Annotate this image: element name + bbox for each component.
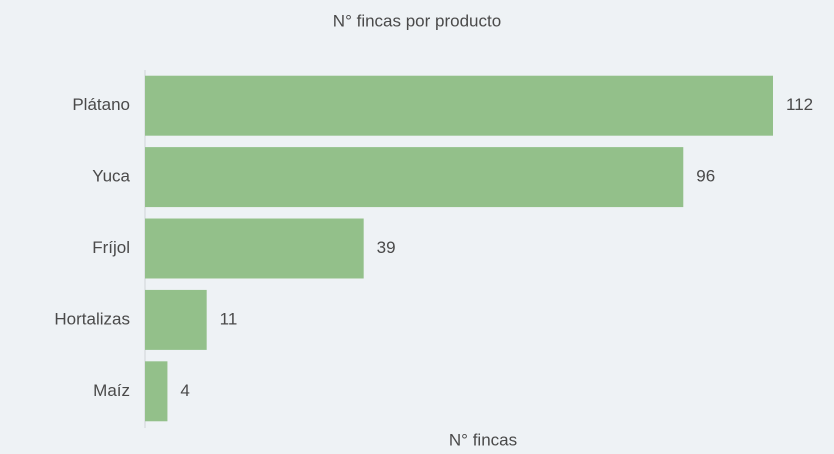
bar	[145, 147, 684, 208]
bar	[145, 289, 207, 350]
bar	[145, 218, 364, 279]
y-tick-label: Maíz	[93, 381, 130, 400]
value-label: 4	[180, 381, 189, 400]
bar	[145, 361, 168, 422]
y-tick-label: Fríjol	[92, 238, 130, 257]
y-tick-label: Hortalizas	[54, 309, 130, 328]
chart-title: N° fincas por producto	[333, 11, 501, 30]
bar	[145, 75, 773, 136]
value-label: 112	[786, 95, 813, 114]
x-axis-label: N° fincas	[449, 430, 517, 449]
y-tick-label: Yuca	[92, 167, 130, 186]
value-label: 96	[696, 167, 715, 186]
y-tick-label: Plátano	[72, 95, 130, 114]
value-label: 11	[220, 309, 238, 328]
value-label: 39	[377, 238, 396, 257]
